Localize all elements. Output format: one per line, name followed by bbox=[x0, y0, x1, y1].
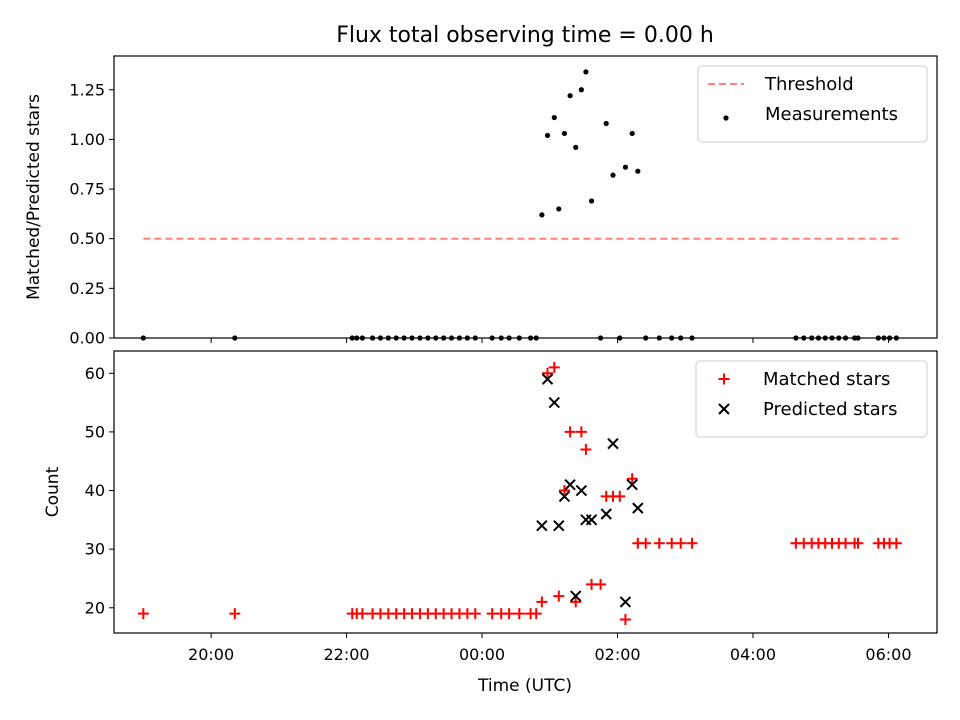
x-axis-label: Time (UTC) bbox=[477, 676, 572, 696]
legend-label: Predicted stars bbox=[763, 399, 897, 420]
matched-star-point bbox=[558, 485, 570, 497]
predicted-star-point bbox=[626, 478, 638, 491]
measurement-point bbox=[573, 144, 579, 150]
matched-star-point bbox=[570, 596, 582, 608]
matched-star-point bbox=[542, 367, 554, 379]
measurement-point bbox=[635, 168, 641, 174]
measurement-point bbox=[583, 69, 589, 75]
predicted-star-point bbox=[536, 520, 548, 532]
matched-star-point bbox=[548, 361, 560, 373]
matched-star-point bbox=[530, 608, 542, 620]
x-tick-label: 02:00 bbox=[594, 645, 640, 664]
predicted-star-point bbox=[564, 478, 576, 491]
measurement-point bbox=[561, 130, 568, 137]
plot-frame bbox=[113, 350, 938, 634]
matched-star-point bbox=[653, 537, 665, 549]
measurement-point bbox=[588, 198, 595, 204]
top-panel: 0.00 0.25 0.50 0.75 1.00 1.25 Threshold Measure… bbox=[69, 55, 938, 348]
measurement-point bbox=[539, 212, 545, 218]
y-tick-label: 0.50 bbox=[69, 229, 105, 248]
measurement-point bbox=[556, 206, 562, 212]
predicted-star-point bbox=[575, 484, 588, 497]
matched-star-point bbox=[513, 608, 525, 620]
predicted-star-point bbox=[607, 437, 619, 450]
matched-star-point bbox=[575, 426, 587, 438]
matched-star-point bbox=[137, 608, 149, 620]
y-tick-label: 1.00 bbox=[69, 130, 105, 149]
matched-star-point bbox=[356, 608, 368, 620]
predicted-star-point bbox=[632, 502, 644, 514]
matched-star-point bbox=[626, 473, 638, 485]
x-tick-label: 20:00 bbox=[188, 645, 234, 664]
matched-star-point bbox=[640, 537, 652, 549]
y-tick-label: 30 bbox=[85, 540, 105, 559]
x-tick-label: 06:00 bbox=[865, 645, 911, 664]
matched-star-point bbox=[686, 537, 698, 549]
x-tick-label: 22:00 bbox=[324, 645, 370, 664]
matched-star-point bbox=[536, 596, 548, 608]
y-tick-label: 1.25 bbox=[69, 80, 105, 99]
predicted-star-point bbox=[541, 373, 554, 385]
predicted-star-point bbox=[600, 508, 612, 520]
legend-box bbox=[697, 65, 928, 143]
y-tick-label: 50 bbox=[85, 422, 105, 441]
matched-star-point bbox=[852, 537, 864, 549]
measurement-point bbox=[603, 120, 609, 127]
y-tick-label: 60 bbox=[85, 364, 105, 383]
measurement-point bbox=[610, 172, 616, 178]
legend-label: Threshold bbox=[764, 74, 854, 95]
y-tick-label: 40 bbox=[85, 481, 105, 500]
bottom-y-axis-label: Count bbox=[43, 466, 63, 517]
legend-matched-swatch bbox=[718, 373, 730, 385]
x-tick-label: 00:00 bbox=[459, 645, 505, 664]
measurement-point bbox=[544, 132, 551, 139]
matched-star-point bbox=[580, 443, 592, 455]
legend-predicted-swatch bbox=[718, 403, 730, 415]
matched-star-point bbox=[614, 490, 626, 502]
matched-star-point bbox=[675, 537, 687, 549]
predicted-star-point bbox=[585, 514, 598, 526]
predicted-star-point bbox=[558, 490, 571, 503]
predicted-star-point bbox=[619, 596, 632, 608]
matched-star-point bbox=[619, 614, 631, 626]
measurement-point bbox=[567, 93, 573, 99]
y-tick-label: 0.75 bbox=[69, 180, 105, 199]
matched-star-point bbox=[595, 578, 607, 590]
measurement-point bbox=[578, 87, 584, 93]
predicted-star-point bbox=[553, 520, 565, 532]
measurement-point bbox=[622, 164, 629, 170]
legend-box bbox=[695, 360, 928, 438]
chart-title: Flux total observing time = 0.00 h bbox=[336, 23, 714, 48]
legend-label: Measurements bbox=[765, 104, 898, 125]
measurement-point bbox=[551, 114, 557, 121]
x-tick-label: 04:00 bbox=[730, 645, 776, 664]
matched-star-point bbox=[229, 608, 241, 620]
matched-star-point bbox=[503, 608, 515, 620]
predicted-star-point bbox=[548, 396, 560, 409]
matched-star-point bbox=[564, 426, 576, 438]
matched-star-point bbox=[469, 608, 481, 620]
legend-label: Matched stars bbox=[763, 369, 890, 390]
bottom-panel: 20 30 40 50 60 20:00 22:00 00:00 02:00 04:00 06:00… bbox=[85, 350, 938, 664]
y-tick-label: 20 bbox=[85, 598, 105, 617]
y-tick-label: 0.25 bbox=[69, 279, 105, 298]
predicted-star-point bbox=[570, 590, 582, 602]
top-y-axis-label: Matched/Predicted stars bbox=[24, 94, 44, 300]
matched-star-point bbox=[553, 590, 565, 602]
matched-star-point bbox=[890, 537, 902, 549]
legend-measurement-swatch bbox=[723, 115, 729, 121]
plot-frame bbox=[113, 55, 938, 339]
measurement-point bbox=[629, 130, 635, 137]
y-tick-label: 0.00 bbox=[69, 329, 105, 348]
